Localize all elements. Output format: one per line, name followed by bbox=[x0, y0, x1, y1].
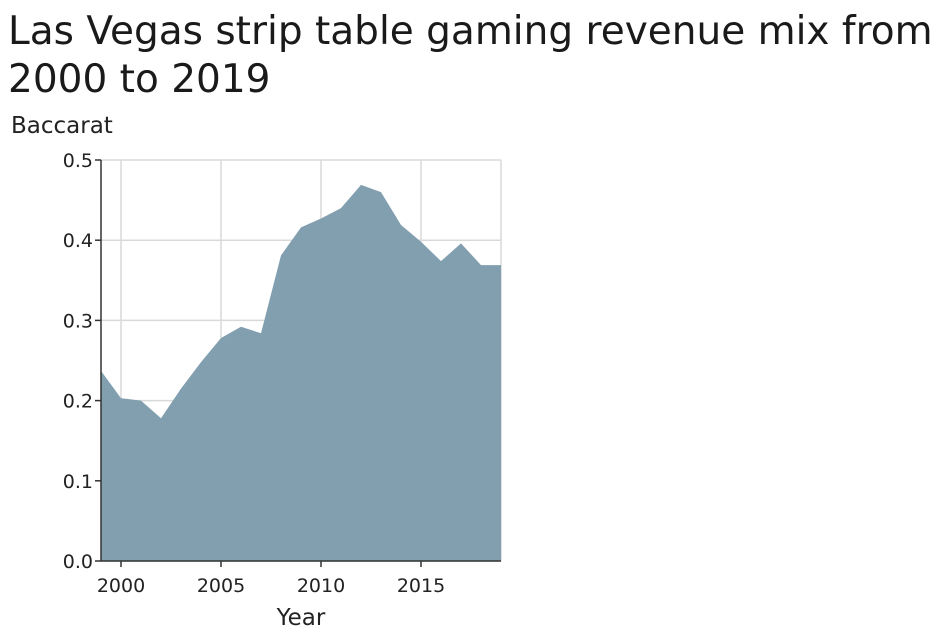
x-tick-label: 2000 bbox=[97, 575, 145, 597]
y-tick-label: 0.1 bbox=[63, 471, 93, 493]
chart-title: Las Vegas strip table gaming revenue mix… bbox=[8, 9, 933, 102]
y-tick-label: 0.5 bbox=[63, 150, 93, 172]
tick-labels: 0.0 0.1 0.2 0.3 0.4 0.5 2000 2005 2010 2015 bbox=[63, 150, 445, 597]
x-tick-label: 2010 bbox=[297, 575, 345, 597]
y-tick-label: 0.4 bbox=[63, 230, 93, 252]
y-axis-label: Baccarat bbox=[11, 113, 113, 139]
x-tick-label: 2005 bbox=[197, 575, 245, 597]
y-tick-label: 0.3 bbox=[63, 310, 93, 332]
x-tick-label: 2015 bbox=[397, 575, 445, 597]
x-axis-label: Year bbox=[276, 605, 326, 631]
baccarat-area bbox=[101, 184, 501, 561]
axes bbox=[95, 159, 501, 567]
y-tick-label: 0.2 bbox=[63, 391, 93, 413]
y-tick-label: 0.0 bbox=[63, 551, 93, 573]
